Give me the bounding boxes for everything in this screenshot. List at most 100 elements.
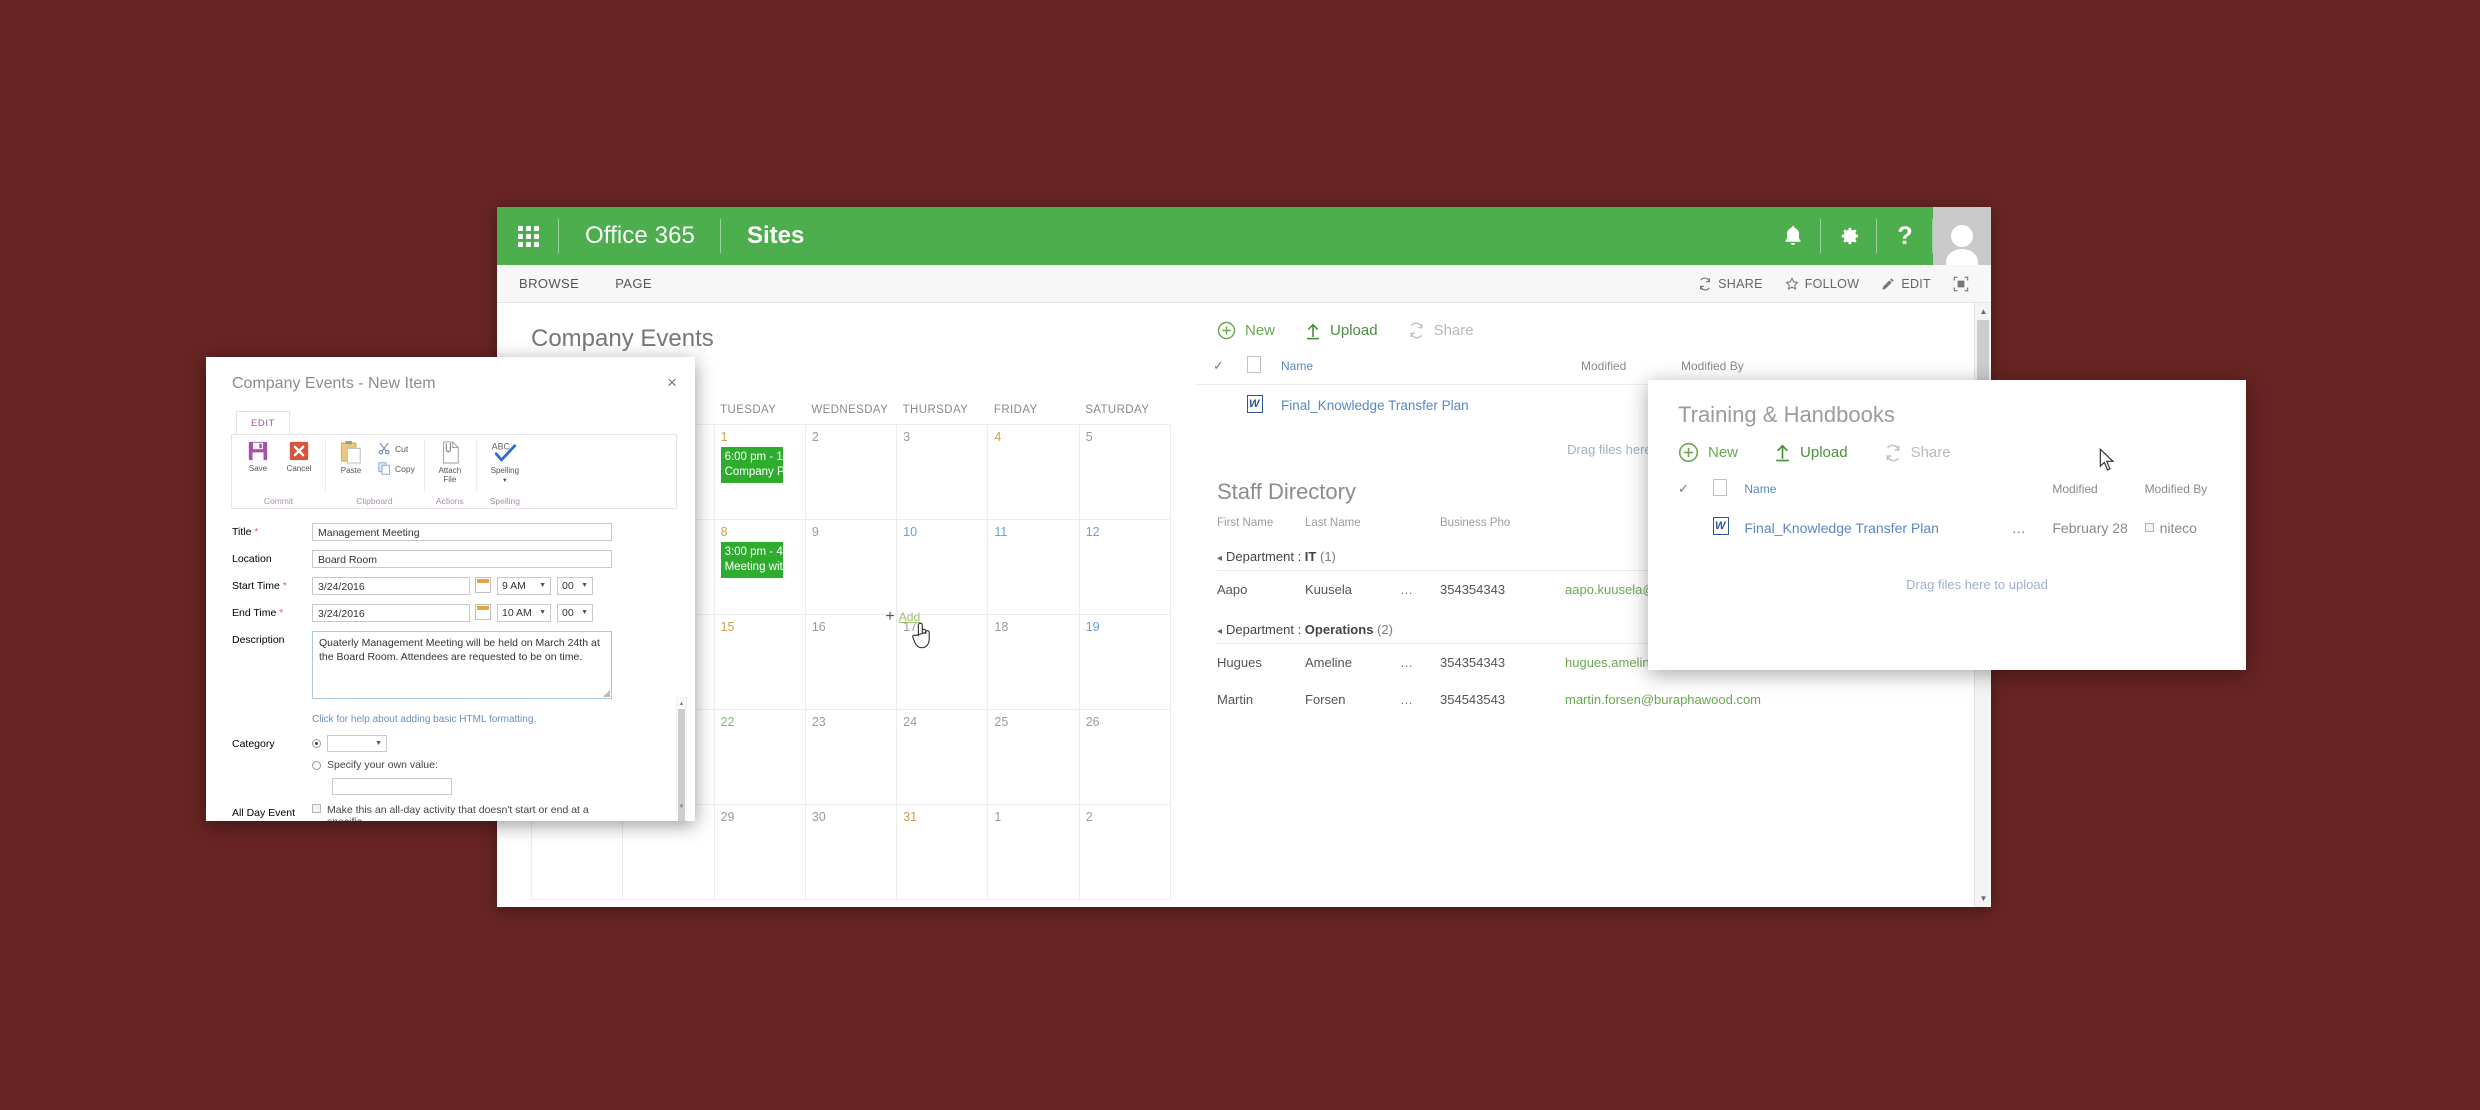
settings-gear-icon[interactable] xyxy=(1821,207,1877,265)
office365-brand[interactable]: Office 365 xyxy=(559,207,721,265)
title-input[interactable]: Management Meeting xyxy=(312,523,612,541)
copy-button[interactable]: Copy xyxy=(378,462,415,475)
calendar-day-cell[interactable]: 12 xyxy=(1078,519,1172,615)
spelling-dropdown-icon[interactable]: ▼ xyxy=(501,478,508,484)
cancel-button[interactable]: Cancel xyxy=(282,440,316,473)
dialog-scroll-down-arrow-icon[interactable]: ▼ xyxy=(678,803,685,810)
help-question-icon[interactable]: ? xyxy=(1877,207,1933,265)
notifications-bell-icon[interactable] xyxy=(1765,207,1821,265)
calendar-day-cell[interactable]: 1 xyxy=(987,804,1080,900)
popup-row-ellipsis-button[interactable]: … xyxy=(2011,519,2027,536)
staff-row-ellipsis-button[interactable]: … xyxy=(1400,655,1414,670)
tab-page[interactable]: PAGE xyxy=(615,276,652,291)
end-hour-select[interactable]: 10 AM ▼ xyxy=(497,604,551,622)
calendar-day-cell[interactable]: 17 xyxy=(896,614,989,710)
cut-button[interactable]: Cut xyxy=(378,442,415,455)
description-textarea[interactable]: Quaterly Management Meeting will be held… xyxy=(312,631,612,699)
calendar-day-cell[interactable]: 10 xyxy=(896,519,989,615)
dialog-close-button[interactable]: × xyxy=(667,373,677,392)
popup-file-row[interactable]: Final_Knowledge Transfer Plan … February… xyxy=(1648,508,2246,547)
start-date-input[interactable]: 3/24/2016 xyxy=(312,577,470,595)
category-own-input[interactable] xyxy=(332,778,452,795)
focus-on-content-button[interactable] xyxy=(1953,276,1969,292)
staff-group-header[interactable]: ◂ Department : IT (1) xyxy=(1217,535,1991,571)
calendar-day-cell[interactable]: 25 xyxy=(987,709,1080,805)
scroll-down-arrow-icon[interactable]: ▼ xyxy=(1979,894,1988,903)
calendar-day-cell[interactable]: 24 xyxy=(896,709,989,805)
follow-button[interactable]: FOLLOW xyxy=(1785,277,1860,291)
share-button[interactable]: SHARE xyxy=(1698,277,1763,291)
staff-col-first[interactable]: First Name xyxy=(1217,517,1274,529)
doclib-row[interactable]: Final_Knowledge Transfer Plan xyxy=(1195,385,1991,426)
staff-group-header[interactable]: ◂ Department : Operations (2) xyxy=(1217,608,1991,644)
calendar-day-cell[interactable]: 9 + Add xyxy=(804,519,930,649)
app-launcher-icon[interactable] xyxy=(497,207,559,265)
location-input[interactable]: Board Room xyxy=(312,550,612,568)
html-help-link[interactable]: Click for help about adding basic HTML f… xyxy=(312,714,537,725)
category-own-radio[interactable] xyxy=(312,760,321,770)
popup-new-button[interactable]: New xyxy=(1678,442,1738,463)
dialog-scrollbar-thumb[interactable] xyxy=(678,709,685,821)
staff-col-phone[interactable]: Business Pho xyxy=(1440,517,1511,529)
doclib-col-modified[interactable]: Modified xyxy=(1581,359,1627,373)
staff-row-ellipsis-button[interactable]: … xyxy=(1400,692,1414,707)
calendar-day-cell[interactable]: 4 xyxy=(987,424,1080,520)
calendar-day-cell[interactable]: 30 xyxy=(804,804,898,900)
calendar-event[interactable]: 6:00 pm - 10 Company P xyxy=(720,447,783,483)
textarea-resize-handle[interactable] xyxy=(603,690,610,697)
attach-file-button[interactable]: Attach File xyxy=(433,440,467,484)
staff-col-last[interactable]: Last Name xyxy=(1305,517,1361,529)
staff-email[interactable]: martin.forsen@buraphawood.com xyxy=(1565,692,1762,707)
calendar-add-link[interactable]: + Add xyxy=(885,608,920,626)
calendar-day-cell[interactable]: 23 xyxy=(804,709,898,805)
calendar-day-cell[interactable]: 5 xyxy=(1078,424,1172,520)
paste-button[interactable]: Paste xyxy=(334,440,368,475)
spelling-button[interactable]: ABC Spelling ▼ xyxy=(485,440,525,486)
start-hour-select[interactable]: 9 AM ▼ xyxy=(497,577,551,595)
popup-col-modified[interactable]: Modified xyxy=(2052,482,2098,496)
collapse-triangle-icon[interactable]: ◂ xyxy=(1217,626,1223,637)
calendar-day-cell[interactable]: 15 xyxy=(713,614,806,710)
user-avatar[interactable] xyxy=(1933,207,1991,265)
doclib-col-modified-by[interactable]: Modified By xyxy=(1681,359,1744,373)
doclib-file-name[interactable]: Final_Knowledge Transfer Plan xyxy=(1281,398,1469,413)
calendar-day-cell[interactable]: 19 xyxy=(1078,614,1172,710)
select-all-checkmark-icon[interactable]: ✓ xyxy=(1213,358,1224,373)
end-minute-select[interactable]: 00 ▼ xyxy=(557,604,593,622)
calendar-event[interactable]: 3:00 pm - 4: Meeting wit xyxy=(720,542,783,578)
category-select[interactable]: ▼ xyxy=(327,735,387,752)
popup-col-modified-by[interactable]: Modified By xyxy=(2144,482,2208,496)
calendar-day-cell[interactable]: 16 xyxy=(804,614,898,710)
end-date-picker-icon[interactable] xyxy=(475,604,491,620)
end-date-input[interactable]: 3/24/2016 xyxy=(312,604,470,622)
sites-app-title[interactable]: Sites xyxy=(746,222,805,249)
start-minute-select[interactable]: 00 ▼ xyxy=(557,577,593,595)
start-date-picker-icon[interactable] xyxy=(475,577,491,593)
tab-browse[interactable]: BROWSE xyxy=(519,276,580,291)
staff-row[interactable]: Martin Forsen … 354543543 martin.forsen@bura… xyxy=(1217,681,1991,718)
popup-file-name[interactable]: Final_Knowledge Transfer Plan xyxy=(1744,519,1939,536)
calendar-day-cell[interactable]: 31 xyxy=(896,804,989,900)
save-button[interactable]: Save xyxy=(241,440,275,473)
calendar-day-cell[interactable]: 29 xyxy=(713,804,806,900)
dialog-scrollbar[interactable]: ▲ ▼ xyxy=(676,697,687,821)
calendar-day-cell[interactable]: 3 xyxy=(896,424,989,520)
popup-upload-button[interactable]: Upload xyxy=(1774,443,1848,462)
doclib-new-button[interactable]: New xyxy=(1217,321,1275,340)
calendar-day-cell[interactable]: 2 xyxy=(804,424,898,520)
doclib-col-name[interactable]: Name xyxy=(1281,359,1314,373)
calendar-day-cell[interactable]: 2 xyxy=(1078,804,1172,900)
calendar-day-cell[interactable]: 18 xyxy=(987,614,1080,710)
collapse-triangle-icon[interactable]: ◂ xyxy=(1217,553,1223,564)
calendar-day-cell[interactable]: 26 xyxy=(1078,709,1172,805)
popup-select-all-checkmark-icon[interactable]: ✓ xyxy=(1678,481,1689,496)
doclib-share-button[interactable]: Share xyxy=(1408,322,1474,339)
calendar-day-cell[interactable]: 11 xyxy=(987,519,1080,615)
scroll-up-arrow-icon[interactable]: ▲ xyxy=(1979,307,1988,316)
calendar-day-cell[interactable]: 1 6:00 pm - 10 Company P xyxy=(713,424,806,520)
doclib-upload-button[interactable]: Upload xyxy=(1305,322,1378,340)
dialog-tab-edit[interactable]: EDIT xyxy=(236,411,291,434)
edit-button[interactable]: EDIT xyxy=(1881,277,1931,291)
calendar-day-cell[interactable]: 8 3:00 pm - 4: Meeting wit xyxy=(713,519,806,615)
calendar-day-cell[interactable]: 22 xyxy=(713,709,806,805)
